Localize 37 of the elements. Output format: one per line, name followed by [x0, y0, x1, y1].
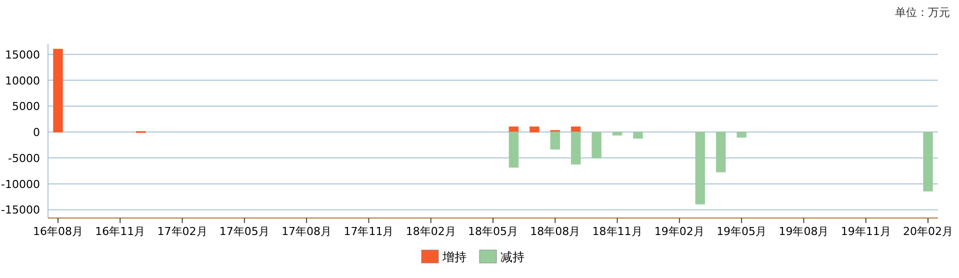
bar: [633, 132, 643, 139]
x-tick-label: 18年11月: [592, 225, 642, 238]
legend-label: 增持: [442, 250, 466, 264]
y-tick-label: 15000: [5, 48, 40, 62]
bar: [612, 132, 622, 136]
bar: [570, 132, 581, 165]
x-tick-label: 18年05月: [468, 225, 518, 238]
x-tick-label: 16年08月: [33, 225, 83, 238]
x-tick-label: 20年02月: [903, 225, 953, 238]
bar: [695, 132, 706, 204]
y-tick-label: 10000: [5, 74, 40, 88]
bar: [530, 126, 540, 132]
text: 单位：万元: [895, 6, 950, 19]
x-tick-label: 16年11月: [95, 225, 146, 238]
x-tick-label: 18年02月: [406, 225, 456, 238]
x-tick-label: 19年02月: [654, 225, 704, 238]
y-tick-label: 5000: [12, 100, 40, 114]
x-tick-label: 19年08月: [778, 225, 829, 238]
bar: [508, 132, 519, 168]
x-tick-label: 17年02月: [157, 225, 208, 238]
x-tick-label: 19年11月: [840, 225, 891, 238]
bar: [923, 132, 933, 192]
x-tick-label: 19年05月: [716, 225, 767, 238]
y-tick-label: -10000: [1, 178, 40, 191]
bar: [53, 48, 63, 132]
bar: [716, 132, 726, 172]
bar: [736, 132, 746, 138]
x-tick-label: 17年11月: [344, 225, 394, 238]
x-tick-label: 17年05月: [219, 225, 270, 238]
y-tick-label: -5000: [8, 152, 40, 165]
y-tick-label: -15000: [1, 204, 40, 217]
y-tick-label: 0: [33, 126, 40, 140]
x-tick-label: 18年08月: [530, 225, 580, 238]
x-tick-label: 17年08月: [282, 225, 332, 238]
legend-label: 减持: [500, 250, 524, 264]
bar: [592, 132, 602, 158]
bar: [550, 132, 560, 150]
